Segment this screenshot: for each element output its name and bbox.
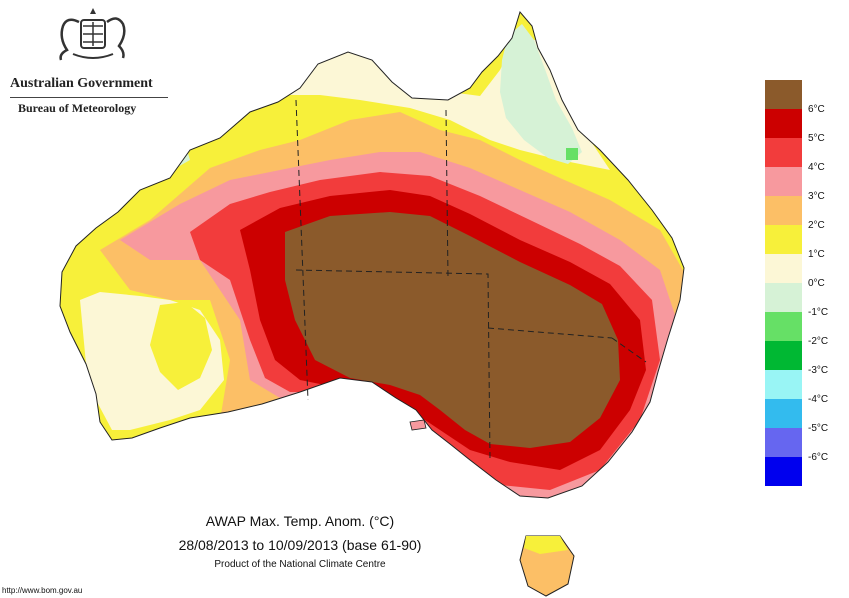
legend-swatch	[765, 138, 802, 167]
government-logo: Australian Government Bureau of Meteorol…	[8, 6, 178, 116]
legend-label: 3°C	[808, 191, 825, 202]
legend-swatch	[765, 457, 802, 486]
coat-of-arms-icon	[59, 8, 126, 61]
temperature-anomaly-map	[59, 10, 685, 597]
legend-label: -2°C	[808, 336, 829, 347]
bureau-name: Bureau of Meteorology	[18, 101, 137, 115]
legend-label: 4°C	[808, 162, 825, 173]
legend-swatch	[765, 196, 802, 225]
legend-label: 5°C	[808, 133, 825, 144]
government-name: Australian Government	[10, 76, 153, 91]
legend-swatch	[765, 225, 802, 254]
map-product: Product of the National Climate Centre	[214, 559, 386, 570]
state-borders	[295, 99, 647, 461]
legend-swatch	[765, 109, 802, 138]
legend-label: 1°C	[808, 249, 825, 260]
legend-swatch	[765, 167, 802, 196]
legend-swatch	[765, 370, 802, 399]
legend-label: -1°C	[808, 307, 829, 318]
legend-swatch	[765, 312, 802, 341]
divider	[10, 97, 168, 98]
map-period: 28/08/2013 to 10/09/2013 (base 61-90)	[178, 537, 422, 553]
legend-label: 2°C	[808, 220, 825, 231]
legend-label: -4°C	[808, 394, 829, 405]
legend-swatch	[765, 399, 802, 428]
legend-label: -5°C	[808, 423, 829, 434]
legend-swatch	[765, 254, 802, 283]
legend-swatch	[765, 428, 802, 457]
legend-label: 6°C	[808, 104, 825, 115]
legend-swatch	[765, 341, 802, 370]
legend-swatch	[765, 283, 802, 312]
legend-swatch	[765, 80, 802, 109]
map-title: AWAP Max. Temp. Anom. (°C)	[205, 513, 395, 529]
legend-label: -3°C	[808, 365, 829, 376]
source-url[interactable]: http://www.bom.gov.au	[2, 586, 83, 595]
legend-label: 0°C	[808, 278, 825, 289]
legend-label: -6°C	[808, 452, 829, 463]
